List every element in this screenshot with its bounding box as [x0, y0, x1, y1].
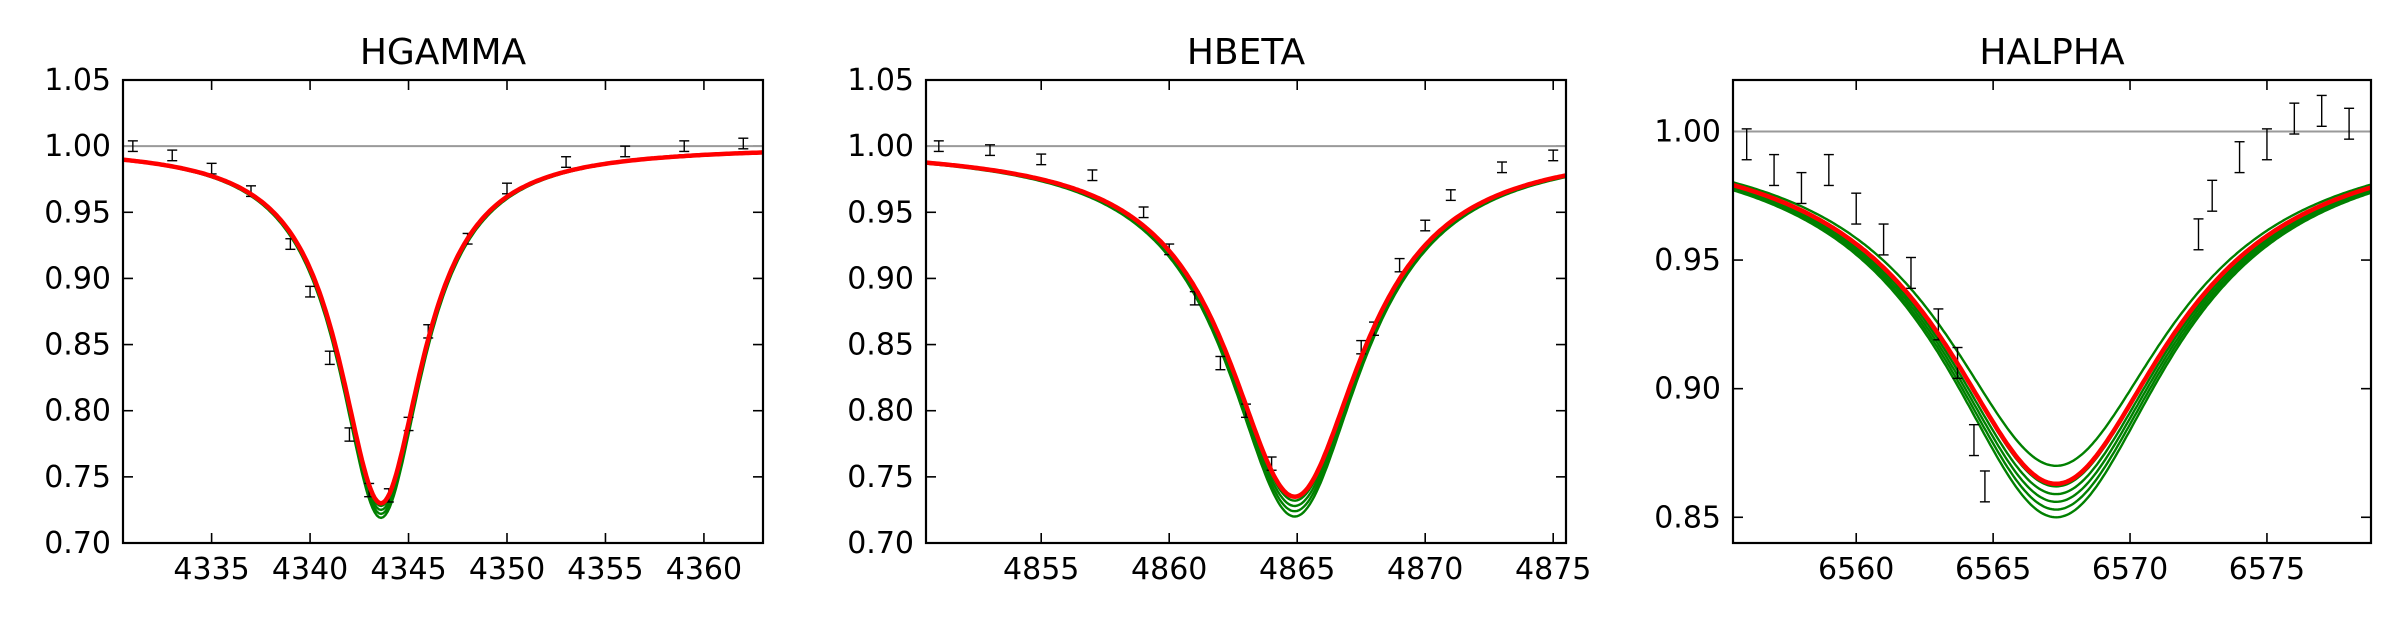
- data-point-halpha: [2316, 94, 2327, 128]
- data-point-hbeta: [1138, 206, 1149, 219]
- data-point-hgamma: [620, 145, 631, 158]
- best-fit-line-hbeta: [926, 160, 1566, 499]
- x-tick-label-hbeta: 4870: [1387, 552, 1463, 587]
- x-tick-label-hgamma: 4335: [173, 552, 249, 587]
- y-tick-label-hgamma: 0.90: [44, 261, 111, 296]
- x-tick-label-hgamma: 4350: [469, 552, 545, 587]
- data-point-hbeta: [1497, 161, 1507, 174]
- data-point-hgamma: [127, 140, 138, 153]
- y-tick-label-hbeta: 0.75: [847, 460, 914, 495]
- data-point-halpha: [2193, 218, 2204, 251]
- data-point-hbeta: [933, 140, 944, 153]
- axes-frame-halpha: [1731, 78, 2373, 545]
- axes-frame-hbeta: [924, 78, 1568, 545]
- y-tick-label-hbeta: 1.05: [847, 63, 914, 98]
- x-tick-label-hgamma: 4345: [370, 552, 446, 587]
- best-fit-line-halpha: [1733, 182, 2371, 487]
- data-point-halpha: [1741, 128, 1752, 161]
- data-point-hgamma: [324, 350, 335, 366]
- model-fit-line-hbeta: [926, 161, 1566, 508]
- data-point-halpha: [2344, 107, 2355, 140]
- data-point-halpha: [1979, 470, 1990, 503]
- best-fit-line-hgamma: [123, 150, 763, 506]
- y-tick-label-hbeta: 0.95: [847, 195, 914, 230]
- model-fit-line-halpha: [1733, 187, 2371, 511]
- data-point-halpha: [1851, 192, 1862, 225]
- data-point-hgamma: [167, 149, 178, 162]
- model-fit-line-hbeta: [926, 162, 1566, 518]
- data-point-hbeta: [1215, 355, 1226, 371]
- data-point-hbeta: [1036, 153, 1047, 166]
- x-tick-label-hbeta: 4875: [1515, 552, 1591, 587]
- model-fit-line-halpha: [1733, 181, 2371, 467]
- y-tick-label-hgamma: 0.80: [44, 394, 111, 429]
- data-point-hbeta: [1445, 189, 1456, 202]
- model-fit-line-hgamma: [123, 151, 763, 508]
- y-tick-label-halpha: 0.85: [1654, 500, 1721, 535]
- model-fit-line-halpha: [1733, 186, 2371, 503]
- x-tick-label-halpha: 6565: [1955, 552, 2031, 587]
- data-point-halpha: [1878, 223, 1889, 256]
- model-fit-line-halpha: [1733, 185, 2371, 496]
- data-point-hbeta: [1548, 149, 1559, 162]
- y-tick-label-halpha: 0.95: [1654, 243, 1721, 278]
- x-tick-label-hgamma: 4360: [666, 552, 742, 587]
- data-point-hgamma: [679, 140, 690, 153]
- y-tick-label-hgamma: 0.70: [44, 526, 111, 561]
- x-tick-label-hbeta: 4860: [1131, 552, 1207, 587]
- data-point-halpha: [2261, 128, 2272, 161]
- x-tick-label-halpha: 6560: [1818, 552, 1894, 587]
- x-tick-label-hgamma: 4340: [272, 552, 348, 587]
- data-point-hbeta: [985, 144, 995, 157]
- model-fit-line-hgamma: [123, 151, 763, 512]
- y-tick-label-hgamma: 0.95: [44, 195, 111, 230]
- y-tick-label-hbeta: 0.80: [847, 394, 914, 429]
- y-tick-label-hbeta: 0.70: [847, 526, 914, 561]
- y-tick-label-hbeta: 0.90: [847, 261, 914, 296]
- data-point-hbeta: [1420, 219, 1431, 232]
- y-tick-label-halpha: 1.00: [1654, 114, 1721, 149]
- y-tick-label-hgamma: 1.00: [44, 129, 111, 164]
- data-point-halpha: [1968, 423, 1979, 457]
- y-tick-label-hgamma: 0.85: [44, 328, 111, 363]
- data-point-halpha: [2289, 102, 2300, 135]
- y-tick-label-hgamma: 1.05: [44, 63, 111, 98]
- x-tick-label-halpha: 6575: [2229, 552, 2305, 587]
- data-point-hbeta: [1087, 169, 1098, 182]
- data-point-halpha: [2234, 141, 2245, 174]
- data-point-halpha: [1796, 171, 1807, 205]
- axes-frame-hgamma: [121, 78, 765, 545]
- x-tick-label-halpha: 6570: [2092, 552, 2168, 587]
- panel-hgamma: HGAMMA 4335 4340 4345 4350 4355 4360 0.70 0.75 0…: [44, 32, 765, 587]
- data-point-hgamma: [738, 137, 749, 150]
- y-tick-label-hbeta: 0.85: [847, 328, 914, 363]
- y-tick-label-hbeta: 1.00: [847, 129, 914, 164]
- panel-halpha: HALPHA 6560 6565 6570 6575 0.85 0.90 0.95 1.00: [1654, 32, 2373, 587]
- x-tick-label-hgamma: 4355: [567, 552, 643, 587]
- x-tick-label-hbeta: 4855: [1003, 552, 1079, 587]
- panel-title-hbeta: HBETA: [1187, 32, 1306, 73]
- x-tick-label-hbeta: 4865: [1259, 552, 1335, 587]
- model-fit-line-hgamma: [123, 151, 763, 520]
- data-point-halpha: [1769, 153, 1780, 187]
- data-point-hgamma: [561, 156, 572, 169]
- y-tick-label-hgamma: 0.75: [44, 460, 111, 495]
- model-fit-line-halpha: [1733, 189, 2371, 519]
- panel-title-halpha: HALPHA: [1979, 32, 2125, 73]
- model-fit-line-hbeta: [926, 162, 1566, 513]
- data-point-halpha: [1905, 256, 1916, 290]
- panel-title-hgamma: HGAMMA: [360, 32, 527, 73]
- y-tick-label-halpha: 0.90: [1654, 372, 1721, 407]
- data-point-halpha: [2207, 179, 2218, 212]
- data-point-hgamma: [305, 285, 316, 298]
- model-fit-line-hgamma: [123, 151, 763, 516]
- data-point-halpha: [1823, 153, 1834, 187]
- panel-hbeta: HBETA 4855 4860 4865 4870 4875 0.70 0.75 0.80 0.…: [847, 32, 1591, 587]
- data-point-hgamma: [206, 162, 217, 175]
